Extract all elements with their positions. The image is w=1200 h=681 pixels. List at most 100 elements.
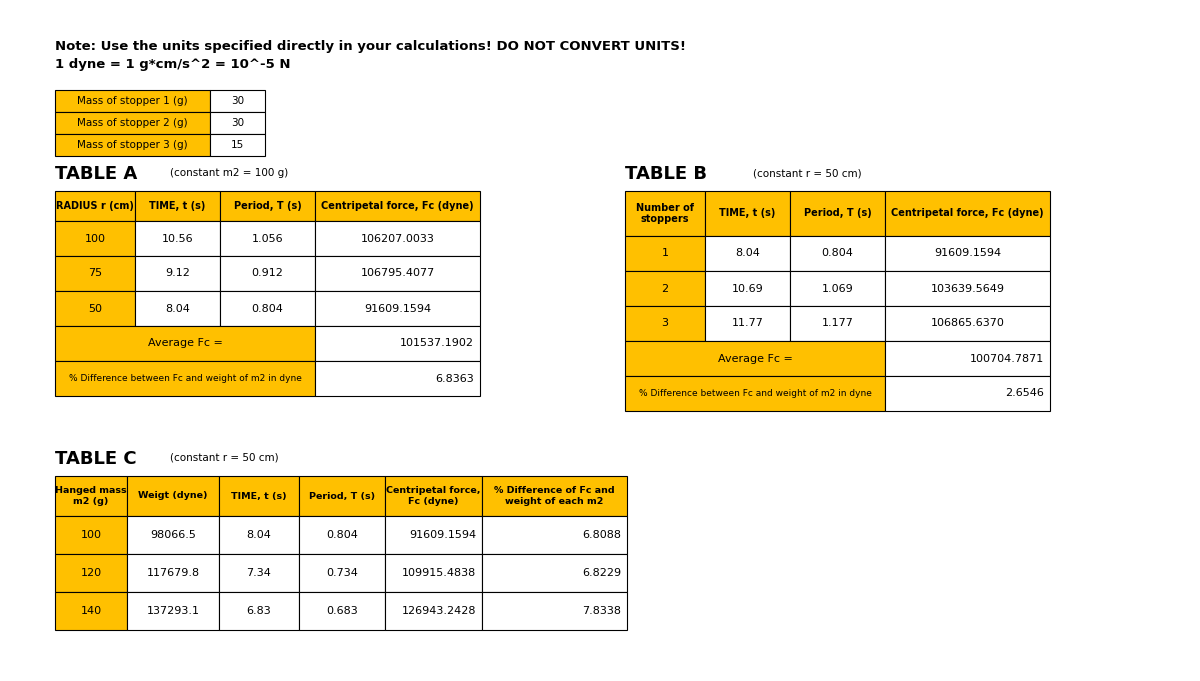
Bar xyxy=(790,306,886,341)
Text: TIME, t (s): TIME, t (s) xyxy=(232,492,287,501)
Bar xyxy=(385,592,482,630)
Text: TIME, t (s): TIME, t (s) xyxy=(719,208,775,219)
Text: 10.56: 10.56 xyxy=(162,234,193,244)
Bar xyxy=(220,476,299,516)
Bar xyxy=(299,516,385,554)
Bar xyxy=(210,90,265,112)
Bar xyxy=(706,236,790,271)
Text: Mass of stopper 2 (g): Mass of stopper 2 (g) xyxy=(77,118,188,128)
Bar xyxy=(55,191,134,221)
Text: 0.734: 0.734 xyxy=(326,568,358,578)
Text: 6.8363: 6.8363 xyxy=(436,373,474,383)
Bar xyxy=(790,271,886,306)
Text: Hanged mass
m2 (g): Hanged mass m2 (g) xyxy=(55,486,127,506)
Text: 6.8088: 6.8088 xyxy=(582,530,622,540)
Bar xyxy=(55,221,134,256)
Text: 3: 3 xyxy=(661,319,668,328)
Bar xyxy=(314,256,480,291)
Text: 30: 30 xyxy=(230,118,244,128)
Text: 137293.1: 137293.1 xyxy=(146,606,199,616)
Text: 8.04: 8.04 xyxy=(246,530,271,540)
Text: 0.683: 0.683 xyxy=(326,606,358,616)
Bar xyxy=(314,326,480,361)
Bar xyxy=(55,476,127,516)
Text: Average Fc =: Average Fc = xyxy=(148,338,222,349)
Bar xyxy=(886,236,1050,271)
Bar xyxy=(482,476,628,516)
Bar xyxy=(220,291,314,326)
Text: Weigt (dyne): Weigt (dyne) xyxy=(138,492,208,501)
Text: 1.177: 1.177 xyxy=(822,319,853,328)
Bar xyxy=(314,291,480,326)
Text: % Difference of Fc and
weight of each m2: % Difference of Fc and weight of each m2 xyxy=(494,486,614,506)
Text: Mass of stopper 1 (g): Mass of stopper 1 (g) xyxy=(77,96,188,106)
Text: Centripetal force, Fc (dyne): Centripetal force, Fc (dyne) xyxy=(892,208,1044,219)
Bar xyxy=(127,554,220,592)
Text: 10.69: 10.69 xyxy=(732,283,763,294)
Bar xyxy=(625,236,706,271)
Bar xyxy=(55,112,210,134)
Text: TABLE B: TABLE B xyxy=(625,165,707,183)
Bar xyxy=(482,554,628,592)
Bar xyxy=(55,326,314,361)
Text: 91609.1594: 91609.1594 xyxy=(364,304,431,313)
Text: 30: 30 xyxy=(230,96,244,106)
Bar xyxy=(385,516,482,554)
Text: Note: Use the units specified directly in your calculations! DO NOT CONVERT UNIT: Note: Use the units specified directly i… xyxy=(55,40,686,53)
Bar xyxy=(220,221,314,256)
Text: TIME, t (s): TIME, t (s) xyxy=(149,201,205,211)
Text: 140: 140 xyxy=(80,606,102,616)
Bar xyxy=(886,341,1050,376)
Bar xyxy=(706,191,790,236)
Text: Centripetal force,
Fc (dyne): Centripetal force, Fc (dyne) xyxy=(386,486,481,506)
Bar xyxy=(55,361,314,396)
Text: RADIUS r (cm): RADIUS r (cm) xyxy=(56,201,134,211)
Text: TABLE A: TABLE A xyxy=(55,165,137,183)
Bar xyxy=(314,191,480,221)
Bar xyxy=(210,112,265,134)
Text: 11.77: 11.77 xyxy=(732,319,763,328)
Bar xyxy=(134,256,220,291)
Bar xyxy=(299,592,385,630)
Text: Mass of stopper 3 (g): Mass of stopper 3 (g) xyxy=(77,140,188,150)
Bar xyxy=(314,361,480,396)
Bar xyxy=(706,271,790,306)
Bar xyxy=(134,191,220,221)
Text: 2: 2 xyxy=(661,283,668,294)
Text: 0.804: 0.804 xyxy=(822,249,853,259)
Text: 106207.0033: 106207.0033 xyxy=(360,234,434,244)
Text: Number of
stoppers: Number of stoppers xyxy=(636,203,694,224)
Bar xyxy=(299,554,385,592)
Bar xyxy=(625,341,886,376)
Bar xyxy=(482,516,628,554)
Text: 103639.5649: 103639.5649 xyxy=(930,283,1004,294)
Bar xyxy=(482,592,628,630)
Text: 2.6546: 2.6546 xyxy=(1006,388,1044,398)
Text: 6.83: 6.83 xyxy=(247,606,271,616)
Text: Period, T (s): Period, T (s) xyxy=(234,201,301,211)
Text: 7.34: 7.34 xyxy=(246,568,271,578)
Text: 1 dyne = 1 g*cm/s^2 = 10^-5 N: 1 dyne = 1 g*cm/s^2 = 10^-5 N xyxy=(55,58,290,71)
Text: 7.8338: 7.8338 xyxy=(582,606,622,616)
Bar xyxy=(790,236,886,271)
Text: 1: 1 xyxy=(661,249,668,259)
Bar xyxy=(210,134,265,156)
Text: Period, T (s): Period, T (s) xyxy=(804,208,871,219)
Text: 1.069: 1.069 xyxy=(822,283,853,294)
Text: 106865.6370: 106865.6370 xyxy=(930,319,1004,328)
Text: 9.12: 9.12 xyxy=(166,268,190,279)
Bar xyxy=(625,306,706,341)
Bar xyxy=(886,191,1050,236)
Text: 117679.8: 117679.8 xyxy=(146,568,199,578)
Bar xyxy=(55,134,210,156)
Text: 0.804: 0.804 xyxy=(326,530,358,540)
Text: 100: 100 xyxy=(84,234,106,244)
Text: Period, T (s): Period, T (s) xyxy=(308,492,376,501)
Text: 100704.7871: 100704.7871 xyxy=(970,353,1044,364)
Bar xyxy=(127,592,220,630)
Bar xyxy=(886,271,1050,306)
Text: % Difference between Fc and weight of m2 in dyne: % Difference between Fc and weight of m2… xyxy=(68,374,301,383)
Bar xyxy=(55,291,134,326)
Bar xyxy=(220,516,299,554)
Text: 126943.2428: 126943.2428 xyxy=(402,606,476,616)
